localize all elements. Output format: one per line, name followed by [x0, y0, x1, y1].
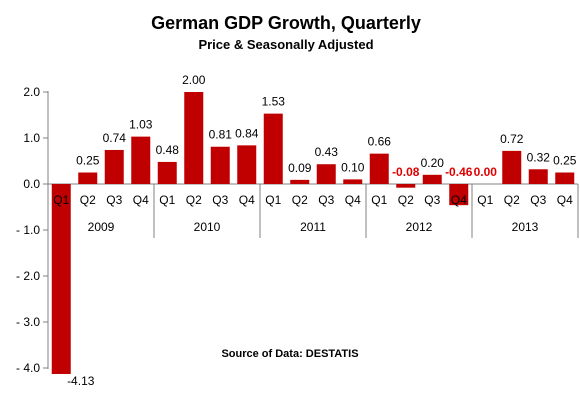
bar — [449, 184, 469, 206]
x-tick-label: Q4 — [239, 193, 255, 207]
data-label: 1.53 — [262, 95, 286, 109]
year-label: 2010 — [194, 220, 221, 234]
x-tick-label: Q3 — [530, 193, 546, 207]
year-label: 2009 — [88, 220, 115, 234]
bars — [51, 92, 575, 374]
bar — [555, 172, 575, 184]
bar — [369, 153, 389, 184]
data-labels: Q1 Q2 Q3 Q4 Q1 Q2 Q3 Q4 Q1 Q2 Q3 Q4 Q1 Q2 Q3 Q4 Q1 Q2 Q3 Q4… — [53, 73, 577, 388]
data-label: 0.74 — [103, 131, 127, 145]
data-label: 0.43 — [315, 145, 339, 159]
data-label: 0.20 — [421, 156, 445, 170]
x-tick-label: Q2 — [398, 193, 414, 207]
bar — [316, 164, 336, 184]
data-label: 0.25 — [553, 154, 577, 168]
x-tick-label: Q1 — [477, 193, 493, 207]
x-tick-label: Q4 — [133, 193, 149, 207]
bar — [51, 184, 71, 374]
y-tick-label: - 4.0 — [16, 361, 40, 375]
bar — [184, 92, 204, 184]
bar — [263, 113, 283, 184]
x-tick-label: Q3 — [106, 193, 122, 207]
data-label: 0.48 — [156, 143, 180, 157]
source-note: Source of Data: DESTATIS — [221, 348, 358, 360]
data-label: 0.72 — [500, 132, 524, 146]
x-tick-label: Q4 — [345, 193, 361, 207]
data-label: -4.13 — [67, 374, 95, 388]
bar — [528, 169, 548, 184]
x-tick-label: Q4 — [451, 193, 467, 207]
data-label: 0.81 — [209, 128, 233, 142]
year-label: 2011 — [300, 220, 326, 234]
bar — [131, 136, 151, 184]
year-label: 2012 — [406, 220, 433, 234]
bar — [343, 179, 363, 184]
data-label: 0.00 — [474, 165, 498, 179]
y-tick-label: - 2.0 — [16, 269, 40, 283]
bar — [104, 149, 124, 184]
bar — [237, 145, 257, 184]
data-label: 0.66 — [368, 135, 392, 149]
data-label: -0.08 — [392, 165, 420, 179]
x-tick-label: Q2 — [186, 193, 202, 207]
data-label: 0.25 — [76, 154, 100, 168]
x-tick-label: Q2 — [292, 193, 308, 207]
bar — [502, 150, 522, 184]
x-tick-label: Q1 — [159, 193, 175, 207]
bar — [290, 179, 310, 184]
data-label: 2.00 — [182, 73, 206, 87]
data-label: 0.84 — [235, 126, 259, 140]
y-tick-label: - 1.0 — [16, 223, 40, 237]
data-label: 1.03 — [129, 118, 153, 132]
y-tick-label: 2.0 — [23, 85, 40, 99]
data-label: -0.46 — [445, 165, 473, 179]
y-tick-label: 1.0 — [23, 131, 40, 145]
x-tick-label: Q2 — [80, 193, 96, 207]
bar — [78, 172, 98, 184]
y-tick-label: - 3.0 — [16, 315, 40, 329]
data-label: 0.09 — [288, 161, 312, 175]
x-tick-label: Q1 — [371, 193, 387, 207]
year-label: 2013 — [512, 220, 539, 234]
x-tick-label: Q3 — [318, 193, 334, 207]
bar — [157, 161, 177, 184]
x-tick-label: Q3 — [212, 193, 228, 207]
bar — [396, 184, 416, 188]
x-tick-label: Q3 — [424, 193, 440, 207]
data-label: 0.10 — [341, 160, 365, 174]
bar — [422, 174, 442, 184]
chart-subtitle: Price & Seasonally Adjusted — [198, 37, 373, 52]
y-tick-label: 0.0 — [23, 177, 40, 191]
chart-title: German GDP Growth, Quarterly — [151, 13, 421, 33]
data-label: 0.32 — [527, 150, 551, 164]
axes: 2.0 1.0 0.0 - 1.0 - 2.0 - 3.0 - 4.0 — [16, 85, 579, 375]
x-tick-label: Q1 — [53, 193, 69, 207]
x-tick-label: Q1 — [265, 193, 281, 207]
x-tick-label: Q4 — [557, 193, 573, 207]
x-tick-label: Q2 — [504, 193, 520, 207]
bar — [210, 146, 230, 184]
